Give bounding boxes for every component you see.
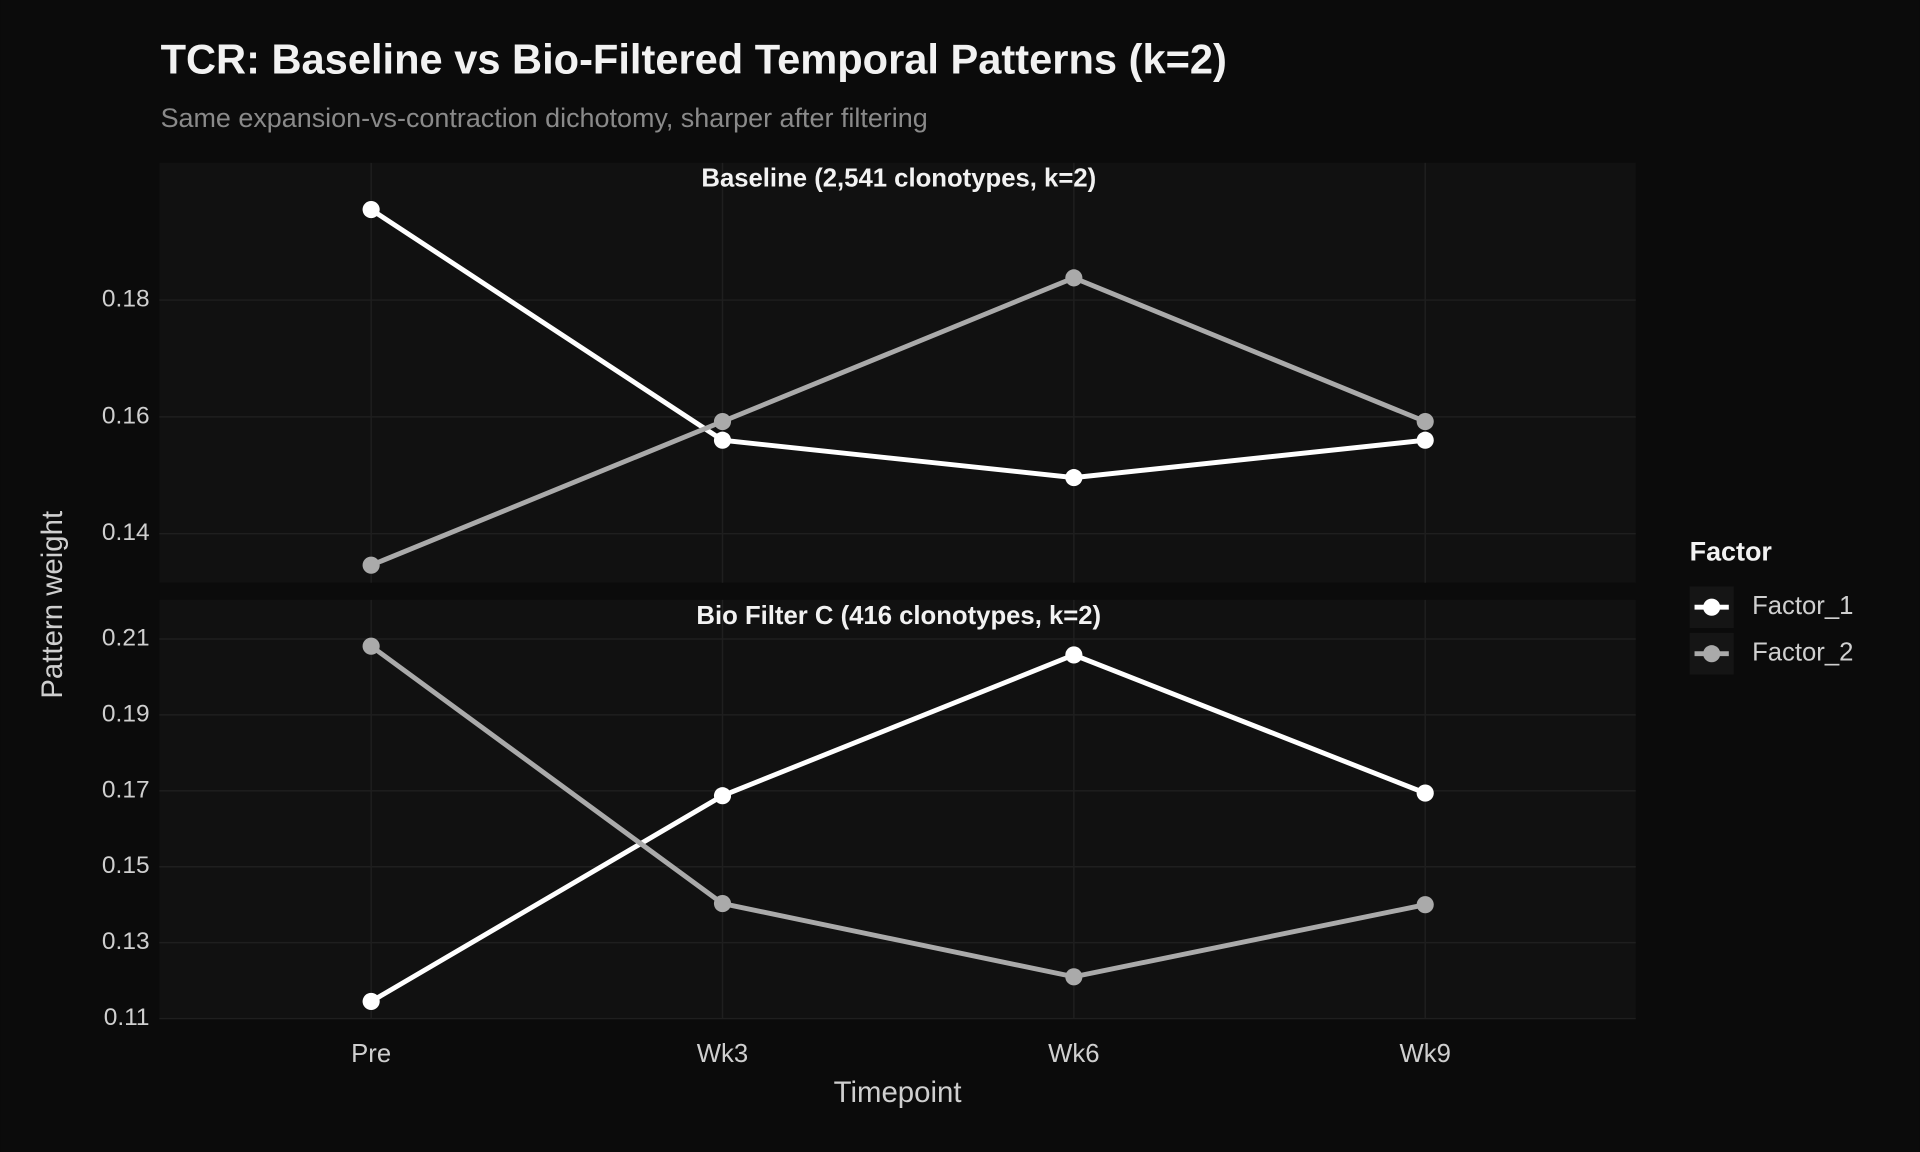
data-point (362, 556, 380, 574)
series-line (369, 644, 1426, 980)
panel-title: Baseline (2,541 clonotypes, k=2) (701, 165, 1096, 193)
data-point (713, 431, 732, 449)
data-point (1416, 431, 1434, 449)
legend-point (1703, 598, 1721, 616)
data-point (713, 894, 732, 913)
data-point (1065, 469, 1083, 487)
legend-point (1703, 645, 1721, 663)
x-axis-label: Timepoint (834, 1076, 962, 1109)
x-tick-label: Pre (351, 1040, 391, 1068)
y-tick-label: 0.16 (102, 402, 150, 429)
data-point (362, 200, 380, 219)
x-tick-label: Wk3 (697, 1040, 748, 1068)
panel-background (159, 599, 1636, 1019)
y-tick-label: 0.15 (102, 852, 150, 879)
y-tick-label: 0.21 (102, 624, 150, 651)
data-point (713, 787, 732, 805)
chart-title: TCR: Baseline vs Bio-Filtered Temporal P… (161, 35, 1227, 82)
legend-label: Factor_1 (1752, 592, 1853, 620)
y-tick-label: 0.19 (102, 700, 150, 727)
chart-subtitle: Same expansion-vs-contraction dichotomy,… (161, 103, 928, 133)
y-tick-label: 0.17 (102, 776, 150, 803)
data-point (1065, 968, 1083, 986)
data-point (1416, 784, 1434, 802)
data-point (713, 412, 732, 431)
series-line (369, 652, 1427, 1004)
y-axis-label: Pattern weight (36, 511, 69, 699)
y-tick-label: 0.11 (104, 1004, 150, 1031)
data-point (362, 637, 380, 655)
data-point (362, 992, 380, 1011)
data-point (1416, 896, 1434, 914)
y-tick-label: 0.18 (102, 286, 150, 313)
data-point (1416, 412, 1434, 431)
x-tick-label: Wk9 (1400, 1040, 1451, 1068)
data-point (1065, 646, 1083, 664)
x-tick-label: Wk6 (1048, 1040, 1099, 1068)
panel-background (159, 162, 1636, 583)
data-point (1065, 269, 1083, 287)
series-line (369, 207, 1426, 481)
y-tick-label: 0.13 (102, 928, 150, 955)
y-tick-label: 0.14 (102, 519, 150, 546)
panel-title: Bio Filter C (416 clonotypes, k=2) (696, 602, 1101, 630)
series-line (370, 275, 1427, 568)
legend-title: Factor (1690, 536, 1773, 566)
legend-label: Factor_2 (1752, 639, 1853, 667)
